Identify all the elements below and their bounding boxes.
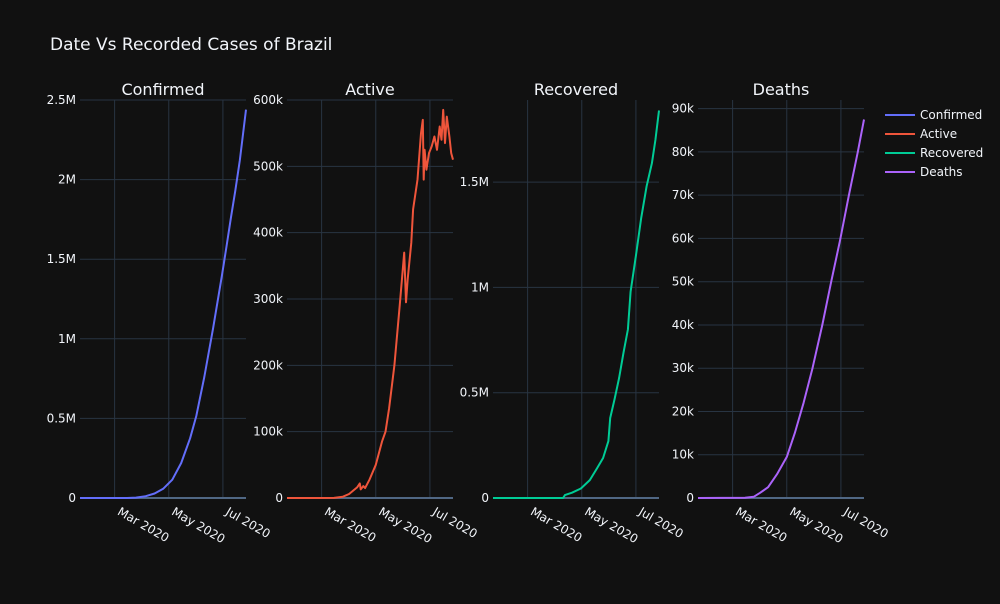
y-tick-label: 1M: [471, 280, 489, 294]
y-tick-label: 1.5M: [47, 252, 76, 266]
y-tick-label: 500k: [253, 159, 283, 173]
chart-title: Date Vs Recorded Cases of Brazil: [50, 35, 332, 55]
legend-item-active[interactable]: Active: [885, 127, 957, 141]
x-tick-label: Jul 2020: [223, 504, 273, 541]
y-tick-label: 70k: [672, 188, 694, 202]
x-tick-label: Jul 2020: [636, 504, 686, 541]
y-tick-label: 2M: [58, 173, 76, 187]
legend-label: Deaths: [920, 165, 963, 179]
y-tick-label: 600k: [253, 93, 283, 107]
legend[interactable]: Confirmed Active Recovered Deaths: [885, 108, 983, 179]
y-tick-label: 0: [68, 491, 76, 505]
legend-label: Recovered: [920, 146, 983, 160]
x-tick-label: Mar 2020: [733, 504, 789, 545]
x-tick-label: May 2020: [376, 504, 434, 546]
y-tick-label: 30k: [672, 361, 694, 375]
y-tick-label: 100k: [253, 425, 283, 439]
legend-item-deaths[interactable]: Deaths: [885, 165, 963, 179]
legend-label: Active: [920, 127, 957, 141]
y-tick-label: 0: [481, 491, 489, 505]
y-tick-label: 40k: [672, 318, 694, 332]
series-line-active[interactable]: [287, 108, 454, 499]
y-tick-label: 0: [275, 491, 283, 505]
x-tick-label: Mar 2020: [115, 504, 171, 545]
series-line-recovered[interactable]: [493, 110, 660, 499]
x-tick-label: Jul 2020: [430, 504, 480, 541]
y-tick-label: 10k: [672, 448, 694, 462]
y-tick-label: 0: [686, 491, 694, 505]
y-tick-label: 2.5M: [47, 93, 76, 107]
subplot-title: Deaths: [753, 80, 810, 99]
series-line-confirmed[interactable]: [80, 109, 247, 499]
y-tick-label: 200k: [253, 358, 283, 372]
subplot-title: Active: [345, 80, 395, 99]
y-tick-label: 0.5M: [47, 411, 76, 425]
x-tick-label: Jul 2020: [841, 504, 891, 541]
y-tick-label: 400k: [253, 226, 283, 240]
legend-label: Confirmed: [920, 108, 982, 122]
y-tick-label: 20k: [672, 404, 694, 418]
y-tick-label: 90k: [672, 102, 694, 116]
y-tick-label: 50k: [672, 275, 694, 289]
legend-item-confirmed[interactable]: Confirmed: [885, 108, 982, 122]
y-tick-label: 80k: [672, 145, 694, 159]
legend-item-recovered[interactable]: Recovered: [885, 146, 983, 160]
subplot-title: Recovered: [534, 80, 618, 99]
x-tick-label: May 2020: [169, 504, 227, 546]
series-line-deaths[interactable]: [697, 119, 865, 499]
x-tick-label: Mar 2020: [322, 504, 378, 545]
y-tick-label: 1.5M: [460, 175, 489, 189]
subplot-title: Confirmed: [121, 80, 204, 99]
x-tick-label: May 2020: [787, 504, 845, 546]
x-tick-label: May 2020: [582, 504, 640, 546]
y-tick-label: 300k: [253, 292, 283, 306]
y-tick-label: 0.5M: [460, 386, 489, 400]
x-tick-label: Mar 2020: [528, 504, 584, 545]
y-tick-label: 60k: [672, 231, 694, 245]
y-tick-label: 1M: [58, 332, 76, 346]
